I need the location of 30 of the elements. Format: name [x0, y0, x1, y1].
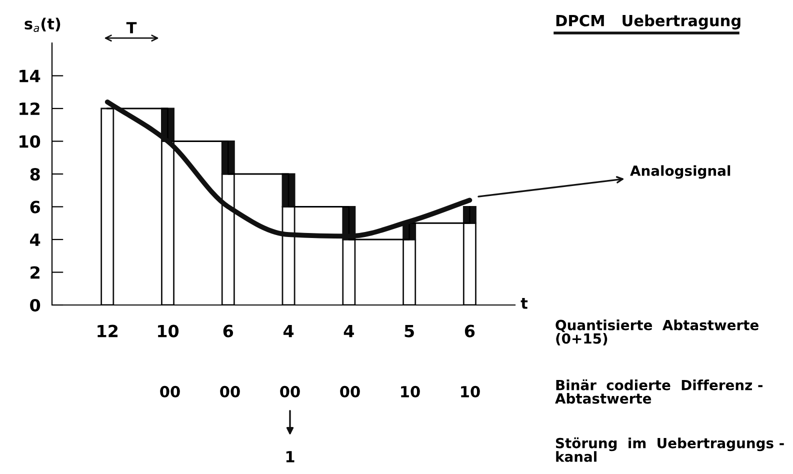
y-tick-label: 4: [30, 234, 40, 246]
y-tick-label: 6: [30, 200, 40, 214]
text: 00: [340, 386, 360, 398]
x-tick-label: 4: [344, 324, 354, 338]
y-tick-label: 10: [20, 135, 40, 148]
text: T: [126, 22, 137, 34]
x-axis-title: t: [520, 298, 528, 309]
y-tick-label: 0: [30, 298, 40, 312]
text: 00: [160, 386, 180, 398]
text: 00: [220, 386, 240, 398]
text: 1: [286, 451, 294, 462]
text: 10: [461, 386, 480, 398]
x-tick-label: 4: [283, 324, 294, 338]
y-tick-label: 12: [20, 102, 40, 115]
text: Störung im Uebertragungs - kanal: [556, 437, 784, 462]
x-tick-label: 12: [98, 324, 118, 338]
y-tick-label: 14: [20, 70, 40, 82]
x-tick-label: 10: [158, 324, 179, 338]
legend-label: Analogsignal: [630, 165, 730, 179]
text: Quantisierte Abtastwerte (0+15): [556, 320, 758, 346]
text: DPCM Uebertragung: [556, 14, 740, 30]
text: 10: [401, 386, 420, 398]
y-tick-label: 2: [30, 266, 40, 279]
y-tick-label: 8: [30, 168, 40, 181]
x-tick-label: 5: [404, 324, 414, 338]
text: Binär codierte Differenz - Abtastwerte: [555, 379, 762, 404]
text: 00: [280, 386, 300, 398]
x-tick-label: 6: [223, 324, 234, 338]
x-tick-label: 6: [464, 324, 475, 338]
y-axis-title: s$_{a}$(t): [24, 18, 60, 32]
